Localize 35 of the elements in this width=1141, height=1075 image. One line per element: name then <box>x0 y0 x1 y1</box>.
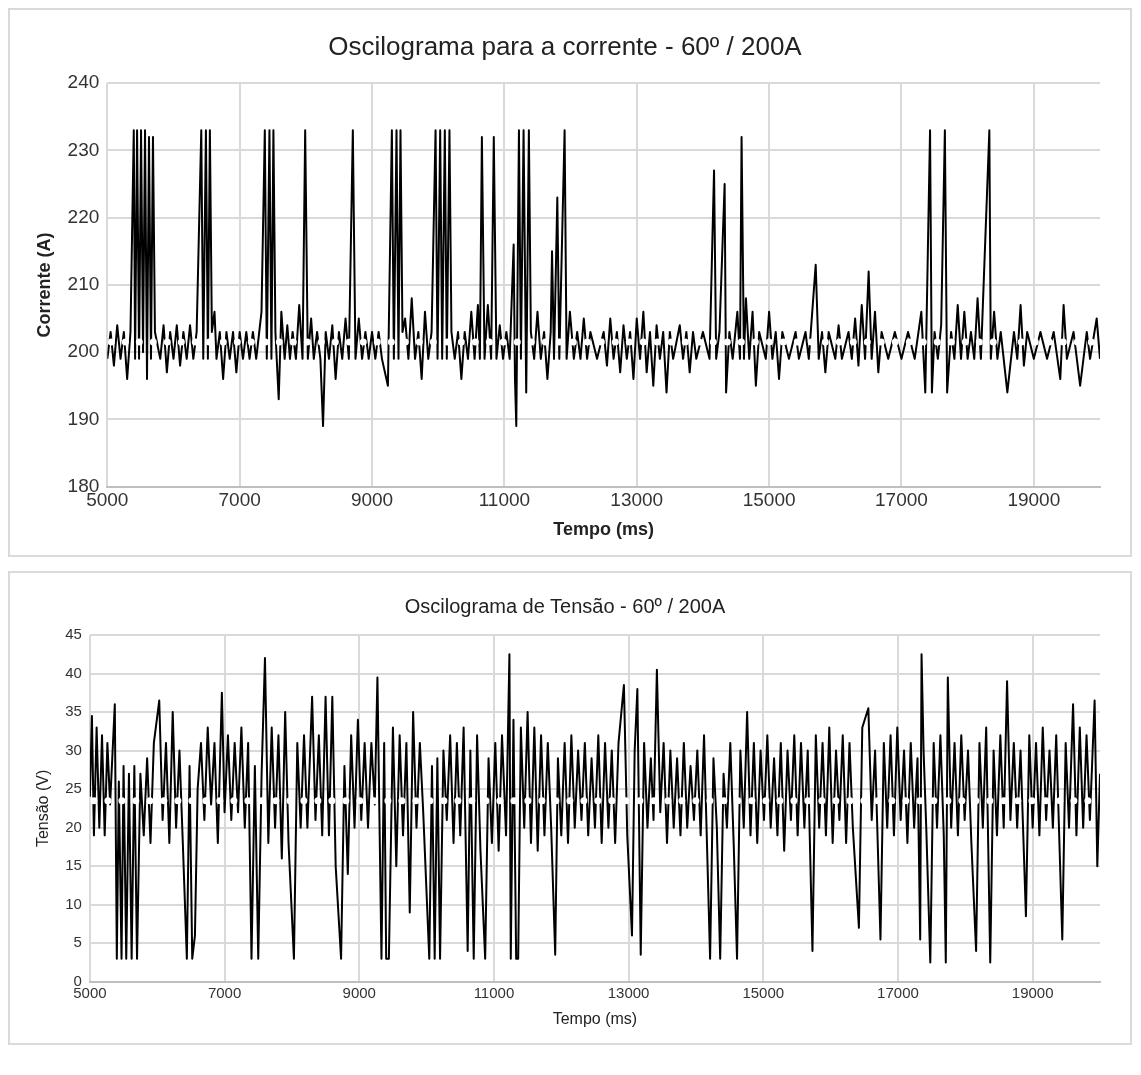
y-tick-label: 40 <box>65 663 82 681</box>
y-tick-label: 25 <box>65 779 82 797</box>
y-tick-label: 220 <box>67 205 100 227</box>
x-tick-label: 9000 <box>342 983 376 1001</box>
y-tick-label: 210 <box>67 273 100 295</box>
x-tick-label: 7000 <box>207 983 242 1001</box>
y-axis-title: Corrente (A) <box>33 232 54 338</box>
chart-title: Oscilograma de Tensão - 60º / 200A <box>404 594 726 617</box>
x-tick-label: 19000 <box>1007 489 1061 511</box>
x-tick-label: 15000 <box>742 489 796 511</box>
x-tick-label: 7000 <box>218 489 261 511</box>
y-tick-label: 190 <box>67 407 100 429</box>
x-tick-label: 19000 <box>1011 983 1054 1001</box>
x-axis-title: Tempo (ms) <box>552 1009 638 1027</box>
y-tick-label: 30 <box>65 740 82 758</box>
y-tick-label: 200 <box>67 340 100 362</box>
chart-title: Oscilograma para a corrente - 60º / 200A <box>328 30 803 61</box>
x-axis-title: Tempo (ms) <box>553 519 654 540</box>
x-tick-label: 15000 <box>742 983 785 1001</box>
y-tick-label: 10 <box>65 894 82 912</box>
x-tick-label: 17000 <box>875 489 928 511</box>
y-tick-label: 35 <box>65 702 82 720</box>
y-tick-label: 240 <box>67 71 100 93</box>
y-tick-label: 5 <box>73 933 82 951</box>
x-tick-label: 11000 <box>478 489 531 511</box>
y-axis-title: Tensão (V) <box>34 769 52 848</box>
y-tick-label: 20 <box>65 817 82 835</box>
x-tick-label: 13000 <box>610 489 664 511</box>
y-tick-label: 15 <box>65 856 82 874</box>
x-tick-label: 11000 <box>473 983 515 1001</box>
y-tick-label: 45 <box>65 625 82 643</box>
y-tick-label: 230 <box>67 138 100 160</box>
x-tick-label: 9000 <box>350 489 394 511</box>
x-tick-label: 17000 <box>877 983 919 1001</box>
x-tick-label: 13000 <box>607 983 650 1001</box>
